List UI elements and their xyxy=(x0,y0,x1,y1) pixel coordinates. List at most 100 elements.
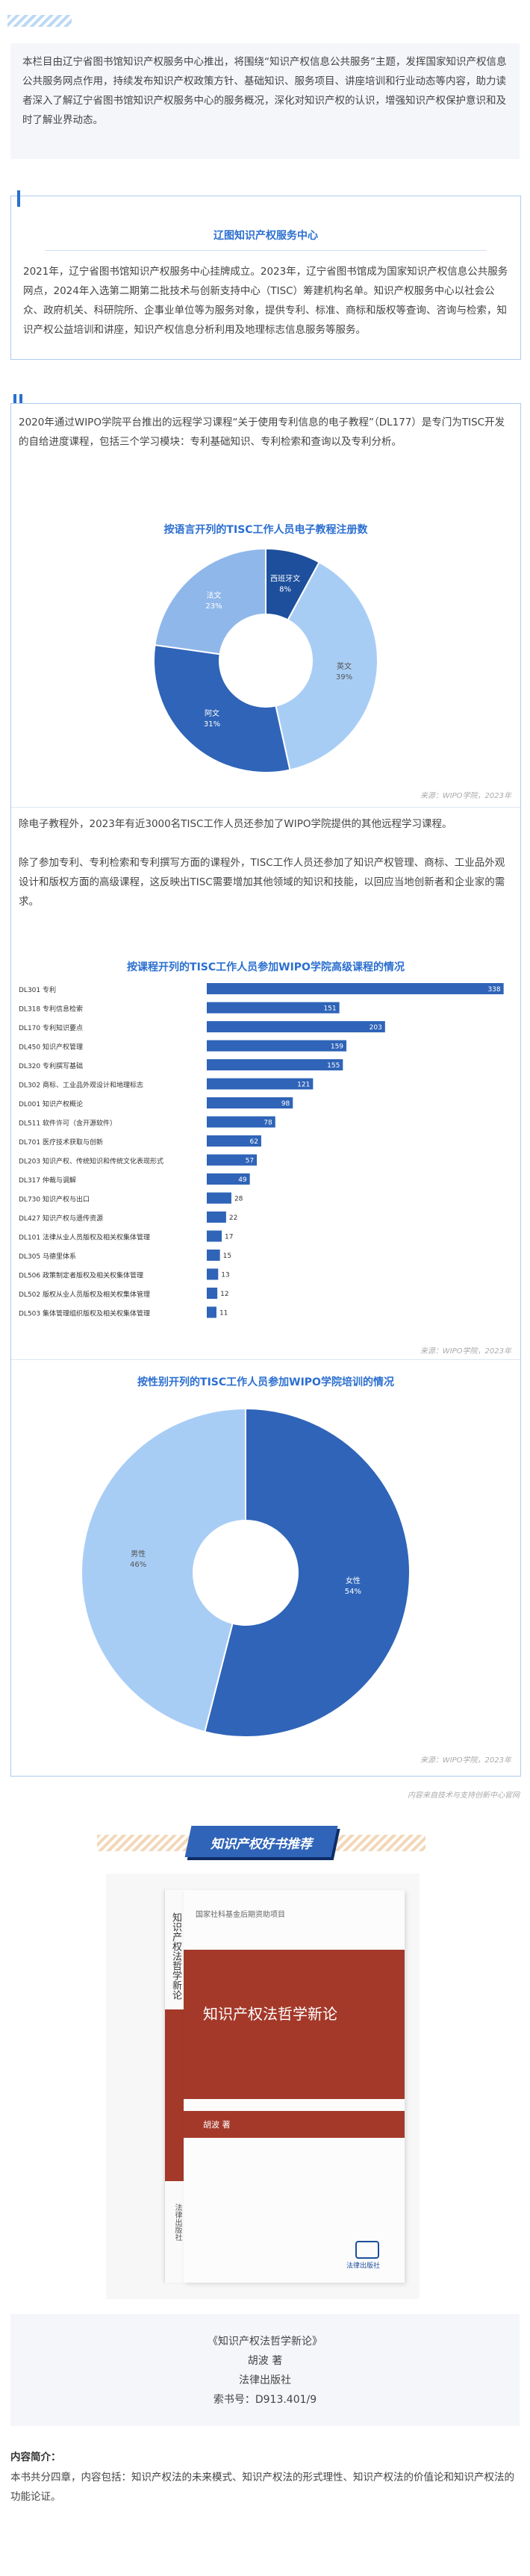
service-center-title: 辽图知识产权服务中心 xyxy=(213,230,318,242)
bar-7 xyxy=(207,1116,275,1128)
section-marker xyxy=(19,394,22,405)
divider xyxy=(11,1359,520,1360)
bar-category-label-12: DL427 知识产权与遗传资源 xyxy=(19,1214,103,1223)
pie-value-label-0: 54% xyxy=(345,1588,361,1596)
publisher-logo xyxy=(355,2241,379,2259)
pie-label-0: 西班牙文 xyxy=(270,573,300,583)
cover-publisher: 法律出版社 xyxy=(346,2262,381,2270)
pie-value-label-2: 31% xyxy=(204,720,220,729)
bar-15 xyxy=(207,1268,219,1280)
bar-category-label-16: DL502 版权从业人员版权及相关权集体管理 xyxy=(19,1290,150,1299)
bar-10 xyxy=(207,1173,250,1185)
article-box: 2020年通过WIPO学院平台推出的远程学习课程“关于使用专利信息的电子教程”（… xyxy=(10,403,521,1777)
gender-pie-chart: 女性 54% 男性 46% xyxy=(81,1407,411,1738)
course-bar-chart: DL301 专利 338 DL318 专利信息检索 151 DL170 专利知识要点 20… xyxy=(19,983,504,1318)
chart1-source: 来源：WIPO学院，2023年 xyxy=(420,792,511,800)
bar-category-label-4: DL320 专利撰写基础 xyxy=(19,1061,83,1070)
bar-category-label-11: DL730 知识产权与出口 xyxy=(19,1195,90,1204)
pie-slice-1 xyxy=(275,561,378,771)
language-pie-chart: 西班牙文 8% 英文 39% 阿文 31% 法文 23% xyxy=(153,547,378,773)
bar-category-label-14: DL305 马德里体系 xyxy=(19,1252,76,1261)
bar-value-label-10: 49 xyxy=(238,1176,247,1184)
pie-value-label-1: 39% xyxy=(336,673,352,682)
bar-1 xyxy=(207,1002,340,1014)
bar-9 xyxy=(207,1154,258,1166)
pie-label-1: 英文 xyxy=(337,661,352,671)
cover-lower-band: 胡波 著 xyxy=(184,2111,405,2138)
cover-series: 国家社科基金后期资助项目 xyxy=(196,1911,285,1919)
book-caption: 《知识产权法哲学新论》 胡波 著 法律出版社 索书号：D913.401/9 xyxy=(10,2314,520,2426)
book-cover: 国家社科基金后期资助项目 知识产权法哲学新论 胡波 著 法律出版社 xyxy=(184,1890,405,2283)
bar-16 xyxy=(207,1288,218,1299)
bar-value-label-12: 22 xyxy=(229,1214,237,1222)
bar-3 xyxy=(207,1040,347,1052)
bar-13 xyxy=(207,1230,222,1242)
summary-label: 内容简介： xyxy=(10,2451,61,2463)
section-marker xyxy=(13,394,16,405)
chart3-title: 按性别开列的TISC工作人员参加WIPO学院培训的情况 xyxy=(137,1376,394,1388)
bar-category-label-17: DL503 集体管理组织版权及相关权集体管理 xyxy=(19,1309,150,1318)
article-paragraph-2: 除电子教程外，2023年有近3000名TISC工作人员还参加了WIPO学院提供的… xyxy=(19,818,452,830)
pie-value-label-3: 23% xyxy=(205,602,222,611)
bar-category-label-7: DL511 软件许可（含开源软件） xyxy=(19,1119,116,1128)
cover-title: 知识产权法哲学新论 xyxy=(203,2005,337,2023)
pie-label-2: 阿文 xyxy=(205,708,219,718)
bar-value-label-2: 203 xyxy=(370,1024,382,1032)
bar-value-label-6: 98 xyxy=(281,1100,290,1108)
pie-slice-3 xyxy=(154,547,266,655)
spine-title: 知识产权法哲学新论 xyxy=(170,1912,181,2000)
bar-category-label-13: DL101 法律从业人员版权及相关权集体管理 xyxy=(19,1233,150,1242)
book-image-frame: 知识产权法哲学新论 法律出版社 国家社科基金后期资助项目 知识产权法哲学新论 胡… xyxy=(106,1874,420,2299)
divider xyxy=(11,807,520,808)
chart1-title: 按语言开列的TISC工作人员电子教程注册数 xyxy=(163,524,368,536)
caption-title: 《知识产权法哲学新论》 xyxy=(208,2336,322,2348)
book-spine: 知识产权法哲学新论 法律出版社 xyxy=(164,1890,184,2283)
chart2-title: 按课程开列的TISC工作人员参加WIPO学院高级课程的情况 xyxy=(127,961,405,973)
pie-label-3: 法文 xyxy=(206,590,221,600)
pie-value-label-1: 46% xyxy=(130,1561,146,1569)
service-center-box: 辽图知识产权服务中心 2021年，辽宁省图书馆知识产权服务中心挂牌成立。2023… xyxy=(10,190,521,360)
service-center-text: 2021年，辽宁省图书馆知识产权服务中心挂牌成立。2023年，辽宁省图书馆成为国… xyxy=(23,266,508,336)
bar-category-label-6: DL001 知识产权概论 xyxy=(19,1100,83,1108)
pie-slice-2 xyxy=(153,643,291,773)
bar-value-label-4: 155 xyxy=(327,1062,340,1070)
caption-publisher: 法律出版社 xyxy=(239,2374,291,2386)
bar-category-label-0: DL301 专利 xyxy=(19,985,56,994)
bar-value-label-8: 62 xyxy=(249,1138,258,1146)
decorative-stripe xyxy=(7,15,72,27)
bar-value-label-11: 28 xyxy=(234,1196,243,1203)
cover-red-block: 知识产权法哲学新论 xyxy=(184,1950,405,2099)
bar-value-label-1: 151 xyxy=(323,1005,336,1013)
bar-11 xyxy=(207,1192,231,1204)
bar-value-label-5: 121 xyxy=(297,1082,310,1089)
bar-value-label-16: 12 xyxy=(220,1291,228,1298)
bar-value-label-14: 15 xyxy=(223,1253,231,1260)
bar-value-label-3: 159 xyxy=(331,1044,343,1051)
chart2-source: 来源：WIPO学院，2023年 xyxy=(420,1347,511,1356)
content-source: 内容来自技术与支持创新中心官网 xyxy=(408,1791,520,1800)
bar-5 xyxy=(207,1078,314,1090)
bar-6 xyxy=(207,1097,293,1108)
pie-slice-1 xyxy=(81,1407,246,1733)
spine-publisher: 法律出版社 xyxy=(173,2204,181,2241)
chart3-source: 来源：WIPO学院，2023年 xyxy=(420,1756,511,1765)
bar-category-label-8: DL701 医疗技术获取与创新 xyxy=(19,1138,103,1147)
bar-value-label-17: 11 xyxy=(219,1310,228,1317)
summary-text: 本书共分四章，内容包括：知识产权法的未来模式、知识产权法的形式理性、知识产权法的… xyxy=(10,2471,514,2503)
bar-category-label-15: DL506 政策制定者版权及相关权集体管理 xyxy=(19,1271,143,1280)
bar-category-label-1: DL318 专利信息检索 xyxy=(19,1005,83,1014)
caption-call-number: 索书号：D913.401/9 xyxy=(213,2394,317,2406)
bar-category-label-10: DL317 仲裁与调解 xyxy=(19,1176,76,1185)
pie-label-1: 男性 xyxy=(131,1549,146,1559)
bar-category-label-2: DL170 专利知识要点 xyxy=(19,1023,83,1032)
article-paragraph-1: 2020年通过WIPO学院平台推出的远程学习课程“关于使用专利信息的电子教程”（… xyxy=(19,417,505,448)
bar-value-label-13: 17 xyxy=(225,1234,233,1241)
cover-author: 胡波 著 xyxy=(203,2120,231,2130)
bar-category-label-3: DL450 知识产权管理 xyxy=(19,1043,83,1052)
bar-14 xyxy=(207,1250,220,1261)
bar-value-label-15: 13 xyxy=(221,1272,229,1279)
article-paragraph-3: 除了参加专利、专利检索和专利撰写方面的课程外，TISC工作人员还参加了知识产权管… xyxy=(19,857,505,908)
spine-red-band xyxy=(165,2009,184,2181)
bar-8 xyxy=(207,1135,261,1147)
bar-4 xyxy=(207,1059,343,1070)
